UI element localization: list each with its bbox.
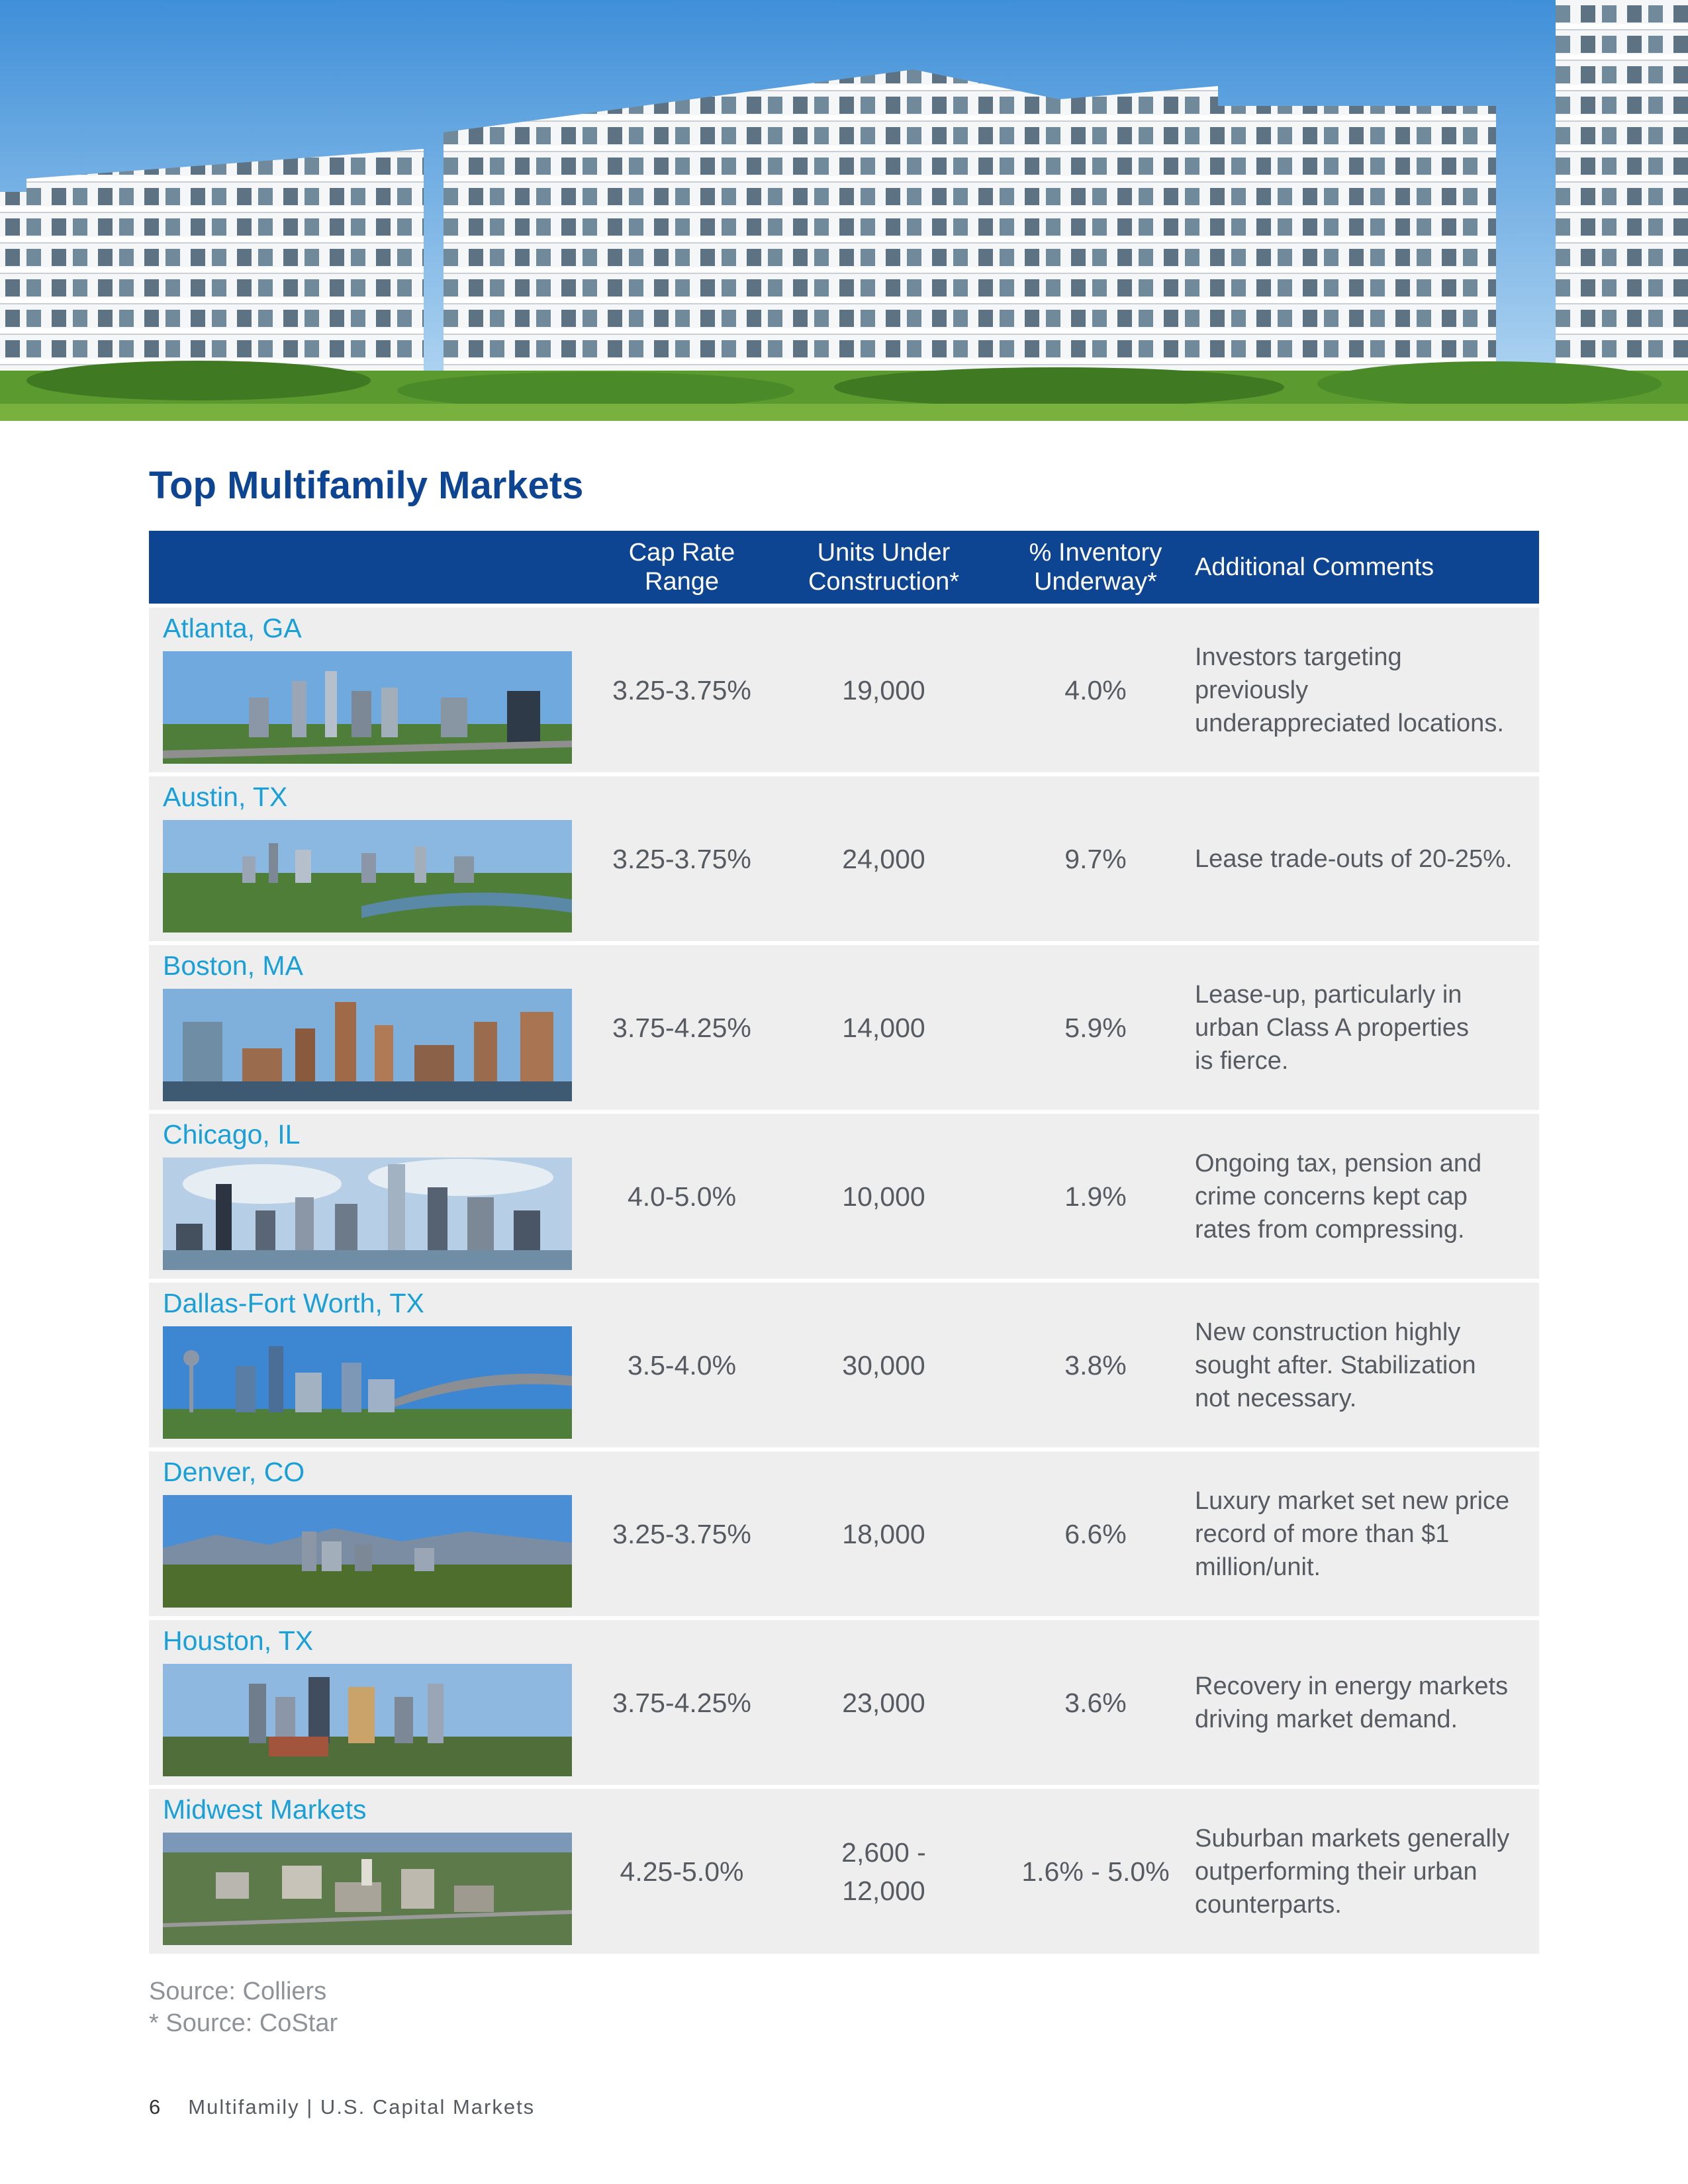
table-row: Atlanta, GA 3.25-3.75% 19,000 4.0% Inves… xyxy=(149,608,1539,772)
table-row: Austin, TX 3.25-3.75% 24,000 9.7% Lease … xyxy=(149,776,1539,941)
comment-text: Suburban markets generally outperforming… xyxy=(1195,1824,1510,1919)
denver-skyline-image xyxy=(163,1495,572,1608)
cap-rate-value: 3.25-3.75% xyxy=(612,843,751,874)
comment-text: Lease trade-outs of 20-25%. xyxy=(1195,844,1513,873)
cap-rate-value: 3.25-3.75% xyxy=(612,1518,751,1549)
units-value: 30,000 xyxy=(842,1349,925,1381)
market-name: Midwest Markets xyxy=(163,1794,367,1825)
table-row: Boston, MA 3.75-4.25% 14,000 5.9% Lease-… xyxy=(149,945,1539,1110)
header-comments: Additional Comments xyxy=(1195,553,1434,581)
houston-skyline-image xyxy=(163,1664,572,1776)
market-name: Houston, TX xyxy=(163,1625,314,1656)
market-name: Chicago, IL xyxy=(163,1119,301,1150)
cap-rate-value: 3.25-3.75% xyxy=(612,674,751,705)
page-footer: 6 Multifamily | U.S. Capital Markets xyxy=(149,2095,535,2119)
inventory-value: 9.7% xyxy=(1064,843,1127,874)
table-row: Houston, TX 3.75-4.25% 23,000 3.6% Recov… xyxy=(149,1620,1539,1785)
dallas-skyline-image xyxy=(163,1326,572,1439)
units-value: 14,000 xyxy=(842,1012,925,1043)
table-header: Cap Rate Range Units Under Construction*… xyxy=(149,531,1539,604)
table-row: Denver, CO 3.25-3.75% 18,000 6.6% Luxury… xyxy=(149,1451,1539,1616)
midwest-city-aerial-image xyxy=(163,1833,572,1945)
cap-rate-value: 4.0-5.0% xyxy=(627,1181,737,1212)
source-note: Source: Colliers xyxy=(149,1978,327,2005)
comment-text: New construction highly sought after. St… xyxy=(1195,1318,1476,1412)
comment-text: Luxury market set new price record of mo… xyxy=(1195,1486,1510,1581)
units-value: 24,000 xyxy=(842,843,925,874)
inventory-value: 3.8% xyxy=(1064,1349,1127,1381)
markets-table: Cap Rate Range Units Under Construction*… xyxy=(149,531,1539,1954)
inventory-value: 4.0% xyxy=(1064,674,1127,705)
table-row: Dallas-Fort Worth, TX 3.5-4.0% 30,000 3.… xyxy=(149,1283,1539,1447)
table-row: Chicago, IL 4.0-5.0% 10,000 1.9% Ongoing… xyxy=(149,1114,1539,1279)
cap-rate-value: 4.25-5.0% xyxy=(620,1856,744,1887)
comment-text: Ongoing tax, pension and crime concerns … xyxy=(1195,1149,1482,1244)
market-name: Denver, CO xyxy=(163,1457,305,1487)
market-name: Dallas-Fort Worth, TX xyxy=(163,1288,424,1318)
header-cap-rate: Cap Rate Range xyxy=(628,539,735,596)
cap-rate-value: 3.75-4.25% xyxy=(612,1687,751,1718)
source-note-costar: * Source: CoStar xyxy=(149,2009,338,2037)
table-row: Midwest Markets 4.25-5.0% 2,600 - 12,000… xyxy=(149,1789,1539,1954)
header-inventory: % Inventory Underway* xyxy=(1029,539,1162,596)
chicago-skyline-image xyxy=(163,1158,572,1270)
hero-apartment-image xyxy=(0,0,1688,421)
page-number: 6 xyxy=(149,2095,162,2118)
inventory-value: 3.6% xyxy=(1064,1687,1127,1718)
footer-text: Multifamily | U.S. Capital Markets xyxy=(188,2095,536,2118)
inventory-value: 5.9% xyxy=(1064,1012,1127,1043)
comment-text: Lease-up, particularly in urban Class A … xyxy=(1195,980,1470,1075)
header-market xyxy=(149,531,573,604)
comment-text: Recovery in energy markets driving marke… xyxy=(1195,1672,1509,1733)
inventory-value: 1.6% - 5.0% xyxy=(1021,1856,1170,1887)
units-value: 2,600 - 12,000 xyxy=(841,1837,926,1906)
units-value: 19,000 xyxy=(842,674,925,705)
cap-rate-value: 3.75-4.25% xyxy=(612,1012,751,1043)
boston-skyline-image xyxy=(163,989,572,1101)
units-value: 23,000 xyxy=(842,1687,925,1718)
atlanta-skyline-image xyxy=(163,651,572,764)
market-name: Atlanta, GA xyxy=(163,613,302,643)
inventory-value: 1.9% xyxy=(1064,1181,1127,1212)
comment-text: Investors targeting previously underappr… xyxy=(1195,643,1504,737)
page-title: Top Multifamily Markets xyxy=(149,464,584,507)
units-value: 18,000 xyxy=(842,1518,925,1549)
market-name: Austin, TX xyxy=(163,782,288,812)
market-name: Boston, MA xyxy=(163,950,303,981)
austin-skyline-image xyxy=(163,820,572,933)
header-units: Units Under Construction* xyxy=(808,539,960,596)
cap-rate-value: 3.5-4.0% xyxy=(627,1349,737,1381)
inventory-value: 6.6% xyxy=(1064,1518,1127,1549)
units-value: 10,000 xyxy=(842,1181,925,1212)
